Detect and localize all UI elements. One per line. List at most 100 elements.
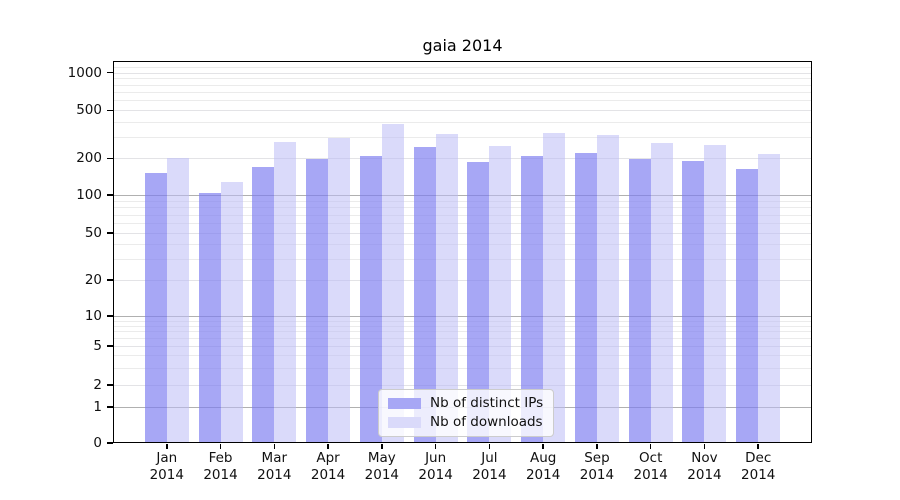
y-tick-label: 200 xyxy=(76,150,102,167)
gridline-minor xyxy=(113,338,812,340)
gridline-minor xyxy=(113,78,812,80)
bar-dec-downloads xyxy=(758,154,781,443)
bar-nov-downloads xyxy=(704,145,727,443)
y-tick xyxy=(107,406,113,408)
legend-swatch-downloads xyxy=(388,416,421,428)
gridline-minor xyxy=(113,355,812,357)
bar-feb-downloads xyxy=(220,182,243,443)
x-tick xyxy=(381,444,383,449)
bar-sep-distinct-ips xyxy=(574,153,597,443)
bar-mar-distinct-ips xyxy=(252,166,275,443)
x-tick-label: Aug 2014 xyxy=(525,450,561,483)
legend-swatch-distinct-ips xyxy=(388,397,421,409)
x-tick-label: Mar 2014 xyxy=(257,450,292,483)
x-tick-label: May 2014 xyxy=(364,450,400,483)
gridline-labeled xyxy=(113,280,812,281)
bar-jul-distinct-ips xyxy=(467,162,490,443)
x-tick-label: Apr 2014 xyxy=(310,450,346,483)
bar-apr-downloads xyxy=(328,137,351,443)
bar-jan-downloads xyxy=(166,157,189,443)
gridline-minor xyxy=(113,207,812,209)
legend-row-distinct-ips: Nb of distinct IPs xyxy=(388,395,543,411)
gridline-minor xyxy=(113,67,812,69)
bar-mar-downloads xyxy=(274,142,297,443)
y-tick xyxy=(107,71,113,74)
x-tick xyxy=(649,444,652,449)
y-tick xyxy=(107,442,113,444)
y-tick-label: 20 xyxy=(84,272,102,288)
bar-jun-downloads xyxy=(435,134,458,443)
bar-oct-downloads xyxy=(650,143,673,443)
x-tick-label: Sep 2014 xyxy=(579,450,615,483)
x-tick xyxy=(757,444,759,449)
x-tick-label: Jan 2014 xyxy=(149,450,184,483)
gridline-major xyxy=(113,316,812,317)
legend-label-downloads: Nb of downloads xyxy=(430,414,543,430)
x-tick xyxy=(488,444,491,449)
gridline-minor xyxy=(113,121,812,123)
y-tick xyxy=(107,384,113,386)
gridline-labeled xyxy=(113,72,812,74)
bar-may-distinct-ips xyxy=(359,156,382,443)
bar-may-downloads xyxy=(381,123,404,443)
x-tick-label: Feb 2014 xyxy=(203,450,238,483)
y-tick-label: 1000 xyxy=(67,64,102,81)
legend-row-downloads: Nb of downloads xyxy=(388,414,543,430)
x-tick xyxy=(219,444,222,449)
gridline-minor xyxy=(113,137,812,139)
gridline-minor xyxy=(113,331,812,333)
gridline-labeled xyxy=(113,110,812,112)
gridline-minor xyxy=(113,223,812,224)
bar-apr-distinct-ips xyxy=(306,159,329,443)
y-tick-label: 5 xyxy=(93,338,102,354)
y-tick xyxy=(107,345,113,347)
x-tick-label: Jun 2014 xyxy=(418,450,453,483)
bar-aug-distinct-ips xyxy=(521,155,544,443)
bar-jun-distinct-ips xyxy=(413,147,436,443)
y-tick-label: 1 xyxy=(93,399,102,415)
gridline-major xyxy=(113,195,812,196)
x-tick xyxy=(434,444,437,449)
y-tick xyxy=(107,109,113,112)
gridline-labeled xyxy=(113,158,812,160)
legend: Nb of distinct IPs Nb of downloads xyxy=(378,389,555,437)
y-tick xyxy=(107,194,113,196)
x-tick xyxy=(596,444,598,449)
gridline-minor xyxy=(113,367,812,369)
x-tick xyxy=(542,444,544,449)
x-tick-label: Dec 2014 xyxy=(741,450,776,483)
bar-aug-downloads xyxy=(543,132,566,443)
bar-oct-distinct-ips xyxy=(628,158,651,443)
y-tick-label: 10 xyxy=(84,308,102,324)
gridline-minor xyxy=(113,214,812,216)
gridline-minor xyxy=(113,100,812,102)
gridline-minor xyxy=(113,200,812,202)
bar-dec-distinct-ips xyxy=(736,169,759,443)
gridline-labeled xyxy=(113,233,812,234)
x-tick-label: Jul 2014 xyxy=(472,450,507,483)
gridline-minor xyxy=(113,244,812,246)
gridline-labeled xyxy=(113,346,812,347)
y-tick-label: 500 xyxy=(76,102,102,119)
y-tick xyxy=(107,157,113,160)
y-tick-label: 50 xyxy=(84,225,102,241)
x-tick xyxy=(703,444,706,449)
x-tick-label: Oct 2014 xyxy=(633,450,668,483)
gridline-minor xyxy=(113,84,812,86)
gridline-labeled xyxy=(113,385,812,386)
y-tick-label: 100 xyxy=(76,187,102,203)
bar-feb-distinct-ips xyxy=(198,192,221,443)
x-tick xyxy=(327,444,329,449)
y-tick-label: 2 xyxy=(93,377,102,393)
bar-jan-distinct-ips xyxy=(144,173,167,443)
bar-sep-downloads xyxy=(596,135,619,443)
y-tick xyxy=(107,279,113,281)
x-tick xyxy=(273,444,276,449)
y-tick xyxy=(107,315,113,317)
x-tick xyxy=(166,444,168,449)
legend-label-distinct-ips: Nb of distinct IPs xyxy=(430,395,544,411)
gridline-minor xyxy=(113,325,812,327)
y-tick-label: 0 xyxy=(93,435,102,451)
x-tick-label: Nov 2014 xyxy=(687,450,722,483)
